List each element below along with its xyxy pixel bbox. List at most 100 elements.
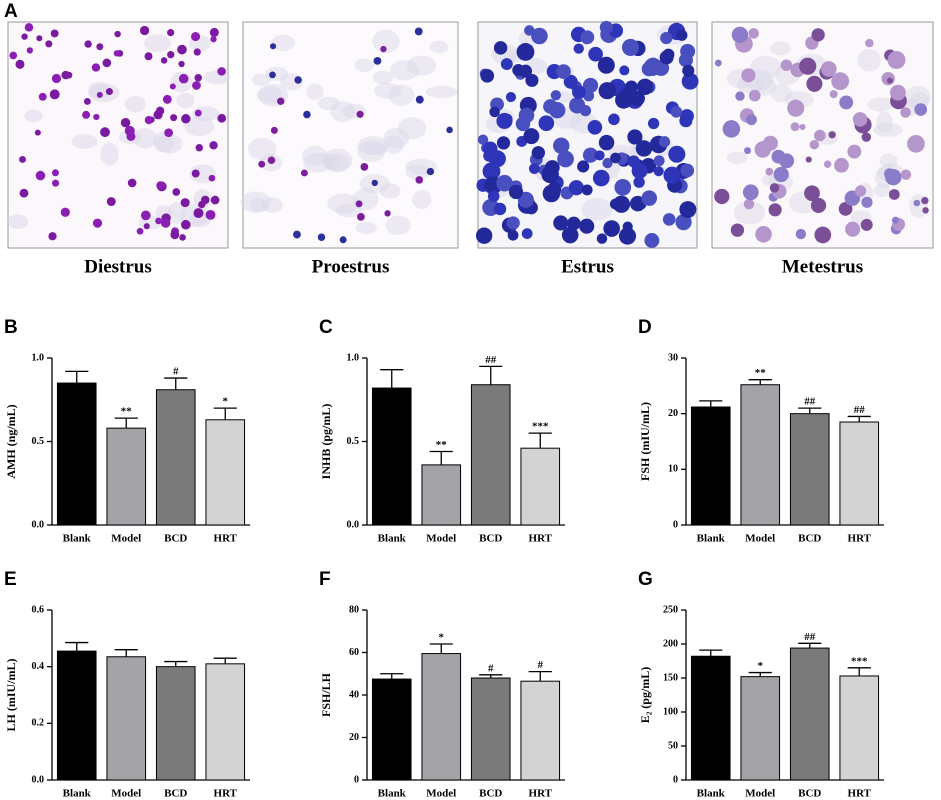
significance: ## bbox=[854, 404, 866, 416]
nucleus bbox=[518, 107, 535, 124]
nucleus bbox=[680, 43, 696, 59]
nucleus bbox=[668, 145, 686, 163]
cell bbox=[770, 41, 791, 56]
nucleus bbox=[888, 189, 900, 200]
nucleus bbox=[771, 149, 786, 164]
nucleus bbox=[496, 174, 513, 192]
nucleus bbox=[140, 210, 151, 221]
nucleus bbox=[765, 167, 774, 176]
nucleus bbox=[155, 217, 162, 225]
nucleus bbox=[538, 115, 555, 132]
nucleus bbox=[799, 57, 817, 75]
nucleus bbox=[900, 107, 911, 118]
nucleus bbox=[531, 27, 548, 45]
nucleus bbox=[561, 226, 579, 244]
y-tick-label: 20 bbox=[668, 408, 678, 419]
nucleus bbox=[258, 160, 266, 168]
nucleus bbox=[581, 33, 592, 45]
nucleus bbox=[426, 167, 435, 176]
y-tick-label: 0.0 bbox=[32, 519, 45, 530]
nucleus bbox=[599, 20, 613, 34]
nucleus bbox=[192, 81, 201, 90]
image-caption: Diestrus bbox=[84, 256, 152, 277]
y-axis-label: FSH (mIU/mL) bbox=[638, 402, 652, 481]
y-tick-label: 200 bbox=[663, 638, 678, 649]
nucleus bbox=[598, 82, 616, 100]
nucleus bbox=[169, 83, 176, 90]
nucleus bbox=[124, 125, 135, 136]
nucleus bbox=[269, 43, 277, 50]
nucleus bbox=[922, 207, 929, 214]
nucleus bbox=[267, 156, 276, 164]
nucleus bbox=[300, 169, 308, 177]
nucleus bbox=[569, 97, 586, 114]
y-tick-label: 50 bbox=[668, 740, 678, 751]
y-tick-label: 0.0 bbox=[347, 519, 360, 530]
bar bbox=[789, 413, 830, 526]
nucleus bbox=[167, 50, 175, 59]
bar bbox=[421, 653, 462, 781]
nucleus bbox=[373, 56, 382, 65]
nucleus bbox=[415, 176, 424, 184]
nucleus bbox=[647, 117, 660, 130]
nucleus bbox=[663, 166, 681, 184]
nucleus bbox=[9, 51, 18, 60]
nucleus bbox=[618, 227, 637, 245]
nucleus bbox=[505, 92, 517, 103]
nucleus bbox=[45, 40, 53, 48]
nucleus bbox=[741, 68, 756, 83]
y-tick-label: 1.0 bbox=[32, 352, 45, 363]
cell bbox=[144, 34, 172, 52]
nucleus bbox=[804, 185, 820, 202]
nucleus bbox=[475, 227, 493, 244]
nucleus bbox=[581, 184, 593, 196]
nucleus bbox=[525, 73, 539, 87]
nucleus bbox=[769, 183, 780, 193]
nucleus bbox=[679, 201, 697, 219]
nucleus bbox=[553, 137, 570, 154]
x-tick-label: Blank bbox=[697, 788, 726, 800]
nucleus bbox=[675, 214, 692, 231]
cell bbox=[247, 137, 277, 160]
nucleus bbox=[913, 199, 921, 207]
nucleus bbox=[748, 28, 759, 39]
nucleus bbox=[528, 163, 540, 174]
x-tick-label: Model bbox=[745, 533, 775, 545]
nucleus bbox=[179, 234, 186, 241]
nucleus bbox=[621, 38, 640, 56]
cell bbox=[24, 109, 43, 123]
nucleus bbox=[217, 113, 227, 123]
y-tick-label: 20 bbox=[349, 732, 359, 743]
y-tick-label: 0.5 bbox=[32, 436, 45, 447]
nucleus bbox=[92, 218, 103, 228]
panel-label: B bbox=[4, 317, 18, 338]
nucleus bbox=[814, 129, 826, 142]
cell bbox=[71, 134, 98, 149]
nucleus bbox=[742, 184, 759, 201]
bar bbox=[155, 389, 196, 526]
nucleus bbox=[160, 218, 171, 228]
nucleus bbox=[730, 223, 745, 237]
nucleus bbox=[162, 94, 172, 104]
cell bbox=[879, 153, 898, 169]
x-tick-label: Model bbox=[426, 533, 456, 545]
x-tick-label: HRT bbox=[529, 533, 553, 545]
cell bbox=[132, 128, 157, 149]
nucleus bbox=[768, 203, 782, 217]
nucleus bbox=[641, 190, 658, 206]
nucleus bbox=[60, 207, 70, 217]
nucleus bbox=[620, 87, 636, 103]
nucleus bbox=[360, 163, 369, 171]
nucleus bbox=[839, 95, 854, 110]
nucleus bbox=[269, 71, 276, 79]
nucleus bbox=[501, 113, 513, 125]
x-tick-label: HRT bbox=[529, 788, 553, 800]
nucleus bbox=[809, 139, 820, 150]
nucleus bbox=[571, 85, 586, 100]
nucleus bbox=[496, 136, 511, 150]
nucleus bbox=[594, 150, 605, 161]
cell bbox=[750, 55, 782, 79]
nucleus bbox=[643, 58, 662, 76]
nucleus bbox=[164, 128, 174, 138]
micrograph bbox=[240, 21, 459, 249]
